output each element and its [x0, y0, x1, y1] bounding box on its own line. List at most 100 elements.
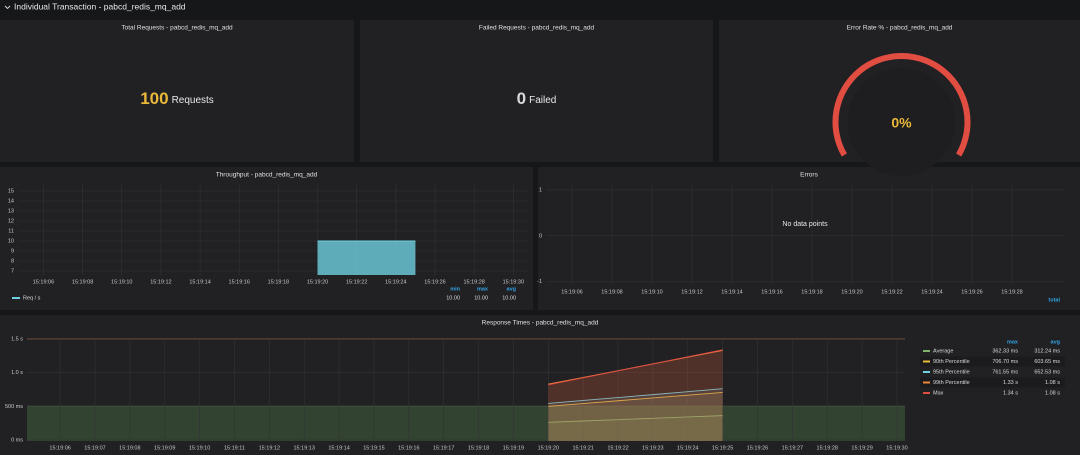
- x-tick-label: 15:19:08: [119, 445, 140, 451]
- legend-value: 10.00: [474, 295, 488, 301]
- x-tick-label: 15:19:16: [229, 279, 250, 285]
- y-tick-label: 12: [8, 218, 14, 224]
- x-tick-label: 15:19:30: [503, 279, 524, 285]
- x-tick-label: 15:19:20: [307, 279, 328, 285]
- series-area: [548, 388, 723, 441]
- x-tick-label: 15:19:26: [747, 445, 768, 451]
- legend-header: avg: [1051, 339, 1060, 345]
- y-tick-label: 500 ms: [5, 404, 23, 410]
- x-tick-label: 15:19:30: [886, 445, 907, 451]
- x-tick-label: 15:19:15: [363, 445, 384, 451]
- x-tick-label: 15:19:22: [881, 289, 902, 295]
- legend-value: 10.00: [502, 295, 516, 301]
- x-tick-label: 15:19:08: [72, 279, 93, 285]
- legend-value: 362.33 ms: [992, 348, 1018, 354]
- y-tick-label: 7: [11, 268, 14, 274]
- x-tick-label: 15:19:26: [961, 289, 982, 295]
- x-tick-label: 15:19:06: [33, 279, 54, 285]
- series-line: [548, 415, 723, 423]
- stat-number: 100: [140, 89, 168, 108]
- y-tick-label: 10: [8, 238, 14, 244]
- x-tick-label: 15:19:20: [538, 445, 559, 451]
- x-tick-label: 15:19:11: [224, 445, 245, 451]
- legend-row-bg: [920, 377, 1065, 388]
- series-area: [317, 241, 416, 275]
- x-tick-label: 15:19:24: [385, 279, 406, 285]
- x-tick-label: 15:19:12: [259, 445, 280, 451]
- series-area: [548, 349, 723, 441]
- x-tick-label: 15:19:21: [572, 445, 593, 451]
- legend-value: 706.70 ms: [992, 359, 1018, 365]
- series-line: [548, 349, 723, 386]
- y-tick-label: -1: [537, 279, 542, 285]
- x-tick-label: 15:19:06: [561, 289, 582, 295]
- x-tick-label: 15:19:12: [150, 279, 171, 285]
- y-tick-label: 1.0 s: [11, 370, 23, 376]
- x-tick-label: 15:19:22: [346, 279, 367, 285]
- x-tick-label: 15:19:28: [463, 279, 484, 285]
- legend-value: 603.65 ms: [1034, 359, 1060, 365]
- legend-header: max: [477, 286, 489, 292]
- y-tick-label: 9: [11, 248, 14, 254]
- legend-label: 90th Percentile: [933, 359, 970, 365]
- legend-value: 761.55 ms: [992, 369, 1018, 375]
- row-collapse-icon[interactable]: [4, 5, 11, 10]
- legend-label: Req / s: [23, 295, 41, 301]
- x-tick-label: 15:19:19: [503, 445, 524, 451]
- series-area: [548, 415, 723, 441]
- x-tick-label: 15:19:24: [921, 289, 942, 295]
- panel: [538, 167, 1080, 310]
- legend-value: 1.08 s: [1045, 380, 1060, 386]
- x-tick-label: 15:19:14: [189, 279, 210, 285]
- x-tick-label: 15:19:25: [712, 445, 733, 451]
- panel-title: Throughput - pabcd_redis_mq_add: [216, 172, 318, 179]
- x-tick-label: 15:19:14: [328, 445, 349, 451]
- x-tick-label: 15:19:26: [424, 279, 445, 285]
- x-tick-label: 15:19:28: [817, 445, 838, 451]
- legend-header: min: [450, 286, 460, 292]
- x-tick-label: 15:19:17: [433, 445, 454, 451]
- legend-value: 1.08 s: [1045, 390, 1060, 396]
- x-tick-label: 15:19:14: [721, 289, 742, 295]
- y-tick-label: 0: [539, 233, 542, 239]
- legend-header: total: [1048, 297, 1060, 303]
- y-tick-label: 14: [8, 198, 14, 204]
- gauge-arc: [832, 53, 971, 157]
- x-tick-label: 15:19:28: [1001, 289, 1022, 295]
- series-line: [548, 391, 723, 407]
- x-tick-label: 15:19:10: [111, 279, 132, 285]
- stat-unit: Failed: [529, 95, 556, 106]
- panel-title: Total Requests - pabcd_redis_mq_add: [121, 25, 233, 32]
- x-tick-label: 15:19:29: [851, 445, 872, 451]
- panel-title: Failed Requests - pabcd_redis_mq_add: [479, 25, 595, 32]
- panel-title: Error Rate % - pabcd_redis_mq_add: [847, 25, 953, 32]
- stat-number: 0: [517, 89, 526, 108]
- legend-header: max: [1007, 339, 1019, 345]
- row-title[interactable]: Individual Transaction - pabcd_redis_mq_…: [14, 1, 186, 11]
- x-tick-label: 15:19:10: [189, 445, 210, 451]
- panel: [360, 20, 713, 162]
- legend-label: Average: [933, 348, 953, 354]
- gauge-center: [847, 68, 956, 176]
- x-tick-label: 15:19:10: [641, 289, 662, 295]
- stat-unit: Requests: [172, 95, 214, 106]
- x-tick-label: 15:19:16: [398, 445, 419, 451]
- legend-value: 312.24 ms: [1034, 348, 1060, 354]
- legend-value: 652.53 ms: [1034, 369, 1060, 375]
- x-tick-label: 15:19:13: [293, 445, 314, 451]
- panel: [0, 315, 1080, 455]
- series-area: [548, 392, 723, 441]
- x-tick-label: 15:19:23: [642, 445, 663, 451]
- y-tick-label: 13: [8, 208, 14, 214]
- x-tick-label: 15:19:27: [782, 445, 803, 451]
- y-tick-label: 1: [539, 187, 542, 193]
- x-tick-label: 15:19:06: [49, 445, 70, 451]
- legend-row-bg: [920, 356, 1065, 367]
- series-area: [548, 350, 723, 441]
- x-tick-label: 15:19:18: [468, 445, 489, 451]
- y-tick-label: 1.5 s: [11, 336, 23, 342]
- y-tick-label: 8: [11, 258, 14, 264]
- x-tick-label: 15:19:16: [761, 289, 782, 295]
- x-tick-label: 15:19:22: [607, 445, 628, 451]
